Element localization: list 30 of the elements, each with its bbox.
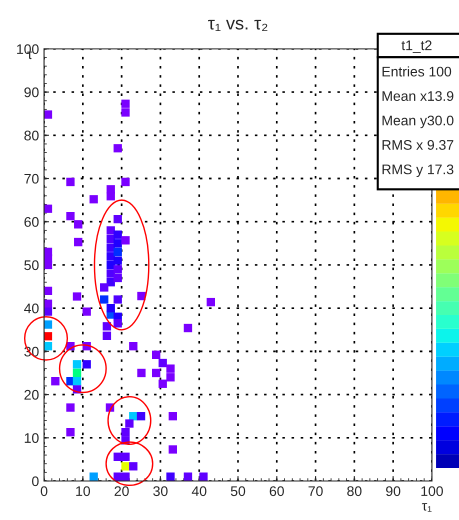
y-tick-label: 10 (24, 433, 39, 443)
y-tick-label: 60 (24, 217, 39, 227)
x-tick-label: 50 (230, 486, 246, 496)
chart-title: τ₁ vs. τ₂ (208, 20, 268, 31)
annotation: RMS x 9.37 (382, 140, 454, 150)
x-tick-label: 20 (114, 486, 129, 496)
x-tick-label: 0 (40, 486, 48, 496)
y-tick-label: 80 (24, 130, 39, 140)
x-tick-label: 100 (421, 486, 443, 496)
x-tick-label: 30 (153, 486, 168, 496)
annotation: Mean x13.9 (382, 91, 454, 101)
y-tick-label: 0 (32, 476, 39, 486)
y-tick-label: 100 (17, 44, 39, 54)
annotation: Entries 100 (382, 66, 452, 77)
x-tick-label: 80 (347, 486, 362, 496)
y-axis-title: τ (27, 52, 32, 60)
y-tick-label: 50 (24, 260, 39, 270)
x-tick-label: 90 (386, 486, 400, 496)
annotation: t1_t2 (402, 40, 432, 53)
annotation: Mean y30.0 (382, 116, 454, 128)
x-tick-label: 60 (270, 486, 284, 496)
y-tick-label: 20 (24, 390, 39, 400)
x-tick-label: 10 (76, 486, 90, 496)
y-tick-label: 90 (24, 87, 39, 98)
x-axis-title: τ₁ (422, 503, 432, 512)
x-tick-label: 40 (192, 486, 206, 496)
annotation: RMS y 17.3 (382, 164, 454, 178)
y-tick-label: 40 (24, 303, 39, 314)
x-tick-label: 70 (308, 486, 323, 496)
y-tick-label: 70 (24, 174, 39, 184)
